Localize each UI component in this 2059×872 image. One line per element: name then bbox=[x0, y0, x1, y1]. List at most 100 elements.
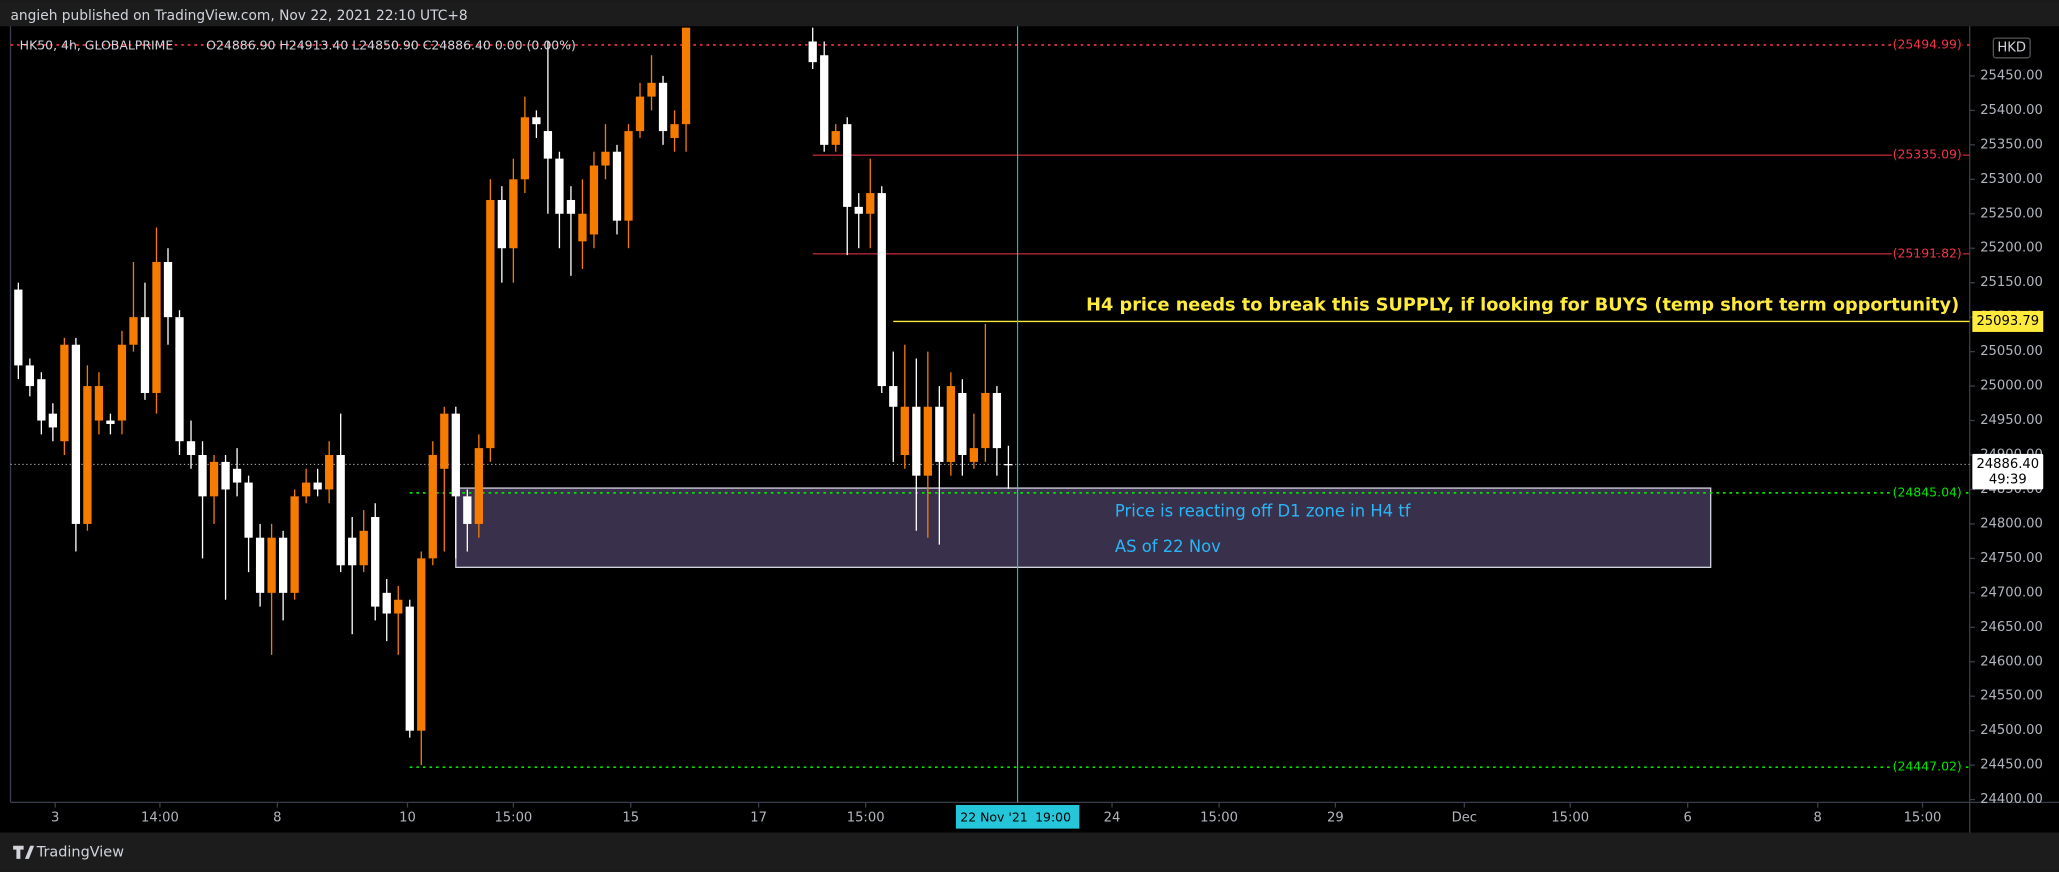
x-tick-label: 14:00 bbox=[141, 811, 179, 826]
currency-box bbox=[1992, 37, 2031, 59]
candle-body bbox=[405, 606, 414, 731]
demand-zone bbox=[455, 487, 1712, 568]
candle-body bbox=[670, 124, 679, 138]
zone-text: Price is reacting off D1 zone in H4 tf bbox=[1115, 502, 1412, 521]
candle-body bbox=[900, 406, 909, 455]
x-tick-label: 15 bbox=[622, 811, 639, 826]
candle-body bbox=[681, 27, 691, 125]
candle-body bbox=[129, 317, 138, 345]
supply-price-label: 25093.79 bbox=[1976, 314, 2039, 329]
y-tick-label: 24550.00 bbox=[1980, 689, 2043, 704]
candle-body bbox=[140, 317, 150, 393]
countdown: 49:39 bbox=[1989, 473, 2027, 488]
y-tick-label: 25300.00 bbox=[1980, 172, 2043, 187]
candle-body bbox=[359, 530, 368, 566]
candle-body bbox=[325, 454, 334, 490]
candle-body bbox=[186, 441, 196, 455]
y-tick-label: 25450.00 bbox=[1980, 68, 2043, 83]
candle-body bbox=[486, 199, 495, 449]
level-label: (24447.02) bbox=[1893, 759, 1962, 774]
candle-body bbox=[866, 193, 875, 214]
candle-body bbox=[198, 454, 207, 497]
y-tick-label: 25250.00 bbox=[1980, 206, 2043, 221]
symbol-legend: HK50, 4h, GLOBALPRIME O24886.90 H24913.4… bbox=[20, 37, 576, 52]
candle-body bbox=[935, 406, 944, 462]
candle-body bbox=[958, 392, 967, 455]
candle-body bbox=[854, 206, 863, 214]
x-tick-label: 15:00 bbox=[847, 811, 885, 826]
candle-body bbox=[843, 124, 852, 207]
x-tick-label: 15:00 bbox=[1904, 811, 1942, 826]
candle-body bbox=[37, 379, 46, 421]
x-tick-label: 15:00 bbox=[1551, 811, 1589, 826]
candle-body bbox=[601, 151, 610, 166]
x-tick-label: 29 bbox=[1327, 811, 1344, 826]
y-tick-label: 24700.00 bbox=[1980, 585, 2043, 600]
symbol: HK50, 4h, GLOBALPRIME bbox=[20, 37, 174, 52]
candle-body bbox=[497, 199, 507, 249]
candle-body bbox=[566, 199, 576, 214]
candle-body bbox=[48, 413, 58, 428]
crosshair-box bbox=[955, 804, 1080, 829]
candle-body bbox=[543, 131, 553, 159]
x-tick-label: 15:00 bbox=[494, 811, 532, 826]
candle-body bbox=[232, 468, 242, 483]
candle-body bbox=[578, 213, 587, 242]
candle-body bbox=[624, 131, 633, 221]
y-tick-label: 24750.00 bbox=[1980, 551, 2043, 566]
y-tick-label: 24600.00 bbox=[1980, 654, 2043, 669]
crosshair-time: 19:00 bbox=[1035, 810, 1071, 825]
candle-body bbox=[83, 386, 92, 524]
y-tick-label: 25000.00 bbox=[1980, 379, 2043, 394]
x-tick-label: Dec bbox=[1452, 811, 1477, 826]
candle-body bbox=[451, 413, 460, 497]
candle-body bbox=[71, 344, 81, 524]
candle-body bbox=[348, 537, 357, 566]
brand: TradingView bbox=[13, 844, 124, 860]
candle-body bbox=[175, 317, 184, 442]
candle-body bbox=[371, 517, 380, 607]
candle-body bbox=[163, 262, 173, 318]
candle-body bbox=[255, 537, 265, 593]
logo bbox=[13, 845, 35, 859]
x-tick-label: 15:00 bbox=[1200, 811, 1238, 826]
bottom-bar bbox=[0, 832, 2059, 872]
candle-body bbox=[244, 482, 253, 538]
supply-price-box bbox=[1972, 310, 2044, 332]
y-tick-label: 24950.00 bbox=[1980, 413, 2043, 428]
candle-body bbox=[992, 392, 1002, 449]
level-label: (25335.09) bbox=[1893, 147, 1962, 162]
candle-body bbox=[474, 448, 483, 524]
candle-body bbox=[221, 461, 230, 490]
y-tick-label: 25050.00 bbox=[1980, 344, 2043, 359]
candle-body bbox=[152, 262, 161, 393]
crosshair-date: 22 Nov '21 bbox=[960, 810, 1027, 825]
y-tick-label: 25150.00 bbox=[1980, 275, 2043, 290]
currency: HKD bbox=[1997, 40, 2026, 55]
zone-text: AS of 22 Nov bbox=[1115, 537, 1221, 556]
candle-body bbox=[117, 344, 127, 421]
candle-body bbox=[1004, 464, 1013, 466]
y-tick-label: 25400.00 bbox=[1980, 103, 2043, 118]
candle-body bbox=[336, 454, 345, 566]
candle-body bbox=[60, 344, 69, 442]
candle-body bbox=[302, 482, 311, 497]
candle-body bbox=[981, 392, 990, 449]
candle-body bbox=[382, 592, 391, 614]
last-price-box bbox=[1972, 453, 2044, 490]
level-label: (24845.04) bbox=[1893, 484, 1962, 499]
candle-body bbox=[428, 454, 437, 559]
y-tick-label: 24450.00 bbox=[1980, 758, 2043, 773]
candle-body bbox=[267, 537, 276, 593]
candle-body bbox=[290, 496, 299, 593]
y-tick-label: 24500.00 bbox=[1980, 723, 2043, 738]
candle-body bbox=[877, 193, 886, 387]
level-label: (25191.82) bbox=[1893, 245, 1962, 260]
candle-body bbox=[463, 496, 472, 524]
x-tick-label: 17 bbox=[750, 811, 767, 826]
candle-body bbox=[209, 461, 219, 497]
candle-body bbox=[94, 386, 104, 421]
y-tick-label: 24650.00 bbox=[1980, 620, 2043, 635]
candle-body bbox=[313, 482, 322, 490]
